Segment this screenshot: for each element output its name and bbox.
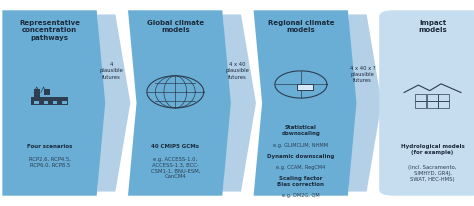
Text: Hydrological models
(for example): Hydrological models (for example) [401,144,465,154]
Bar [44,89,50,95]
Bar [438,102,449,108]
Polygon shape [223,14,256,192]
Text: e.g. GLIMCLIM, NHMM: e.g. GLIMCLIM, NHMM [273,143,328,148]
Bar [44,101,48,104]
Text: 4 x 40 x ?
plausible
futures: 4 x 40 x ? plausible futures [350,66,375,83]
Bar [62,101,67,104]
Text: Impact
models: Impact models [418,20,447,33]
Bar [34,101,39,104]
Bar [53,101,57,104]
Text: 40 CMIP5 GCMs: 40 CMIP5 GCMs [151,144,199,149]
Bar [415,102,426,108]
Polygon shape [97,14,130,192]
Text: e.g. CCAM, RegCM4: e.g. CCAM, RegCM4 [276,165,326,170]
Text: Scaling factor
Bias correction: Scaling factor Bias correction [277,176,324,187]
Text: 4
plausible
futures: 4 plausible futures [100,62,123,80]
Text: Global climate
models: Global climate models [147,20,204,33]
Text: (incl. Sacramento,
SIMHYD, GR4J,
SWAT, HEC-HMS): (incl. Sacramento, SIMHYD, GR4J, SWAT, H… [408,165,457,182]
Bar [427,94,438,101]
Text: Dynamic downscaling: Dynamic downscaling [267,154,335,159]
Polygon shape [2,10,105,196]
Bar [31,97,68,105]
Bar [34,89,40,97]
Text: Statistical
downscaling: Statistical downscaling [282,125,320,136]
Bar [415,94,426,101]
Bar [297,84,313,90]
Text: Representative
concentration
pathways: Representative concentration pathways [19,20,80,41]
Text: e.g. DM2G, QM: e.g. DM2G, QM [282,193,320,198]
FancyBboxPatch shape [379,10,474,196]
Bar [427,102,438,108]
Polygon shape [254,10,356,196]
Polygon shape [348,14,382,192]
Text: e.g. ACCESS-1.0,
ACCESS-1.3, BCC-
CSM1-1, BNU-ESM,
CanCM4: e.g. ACCESS-1.0, ACCESS-1.3, BCC- CSM1-1… [151,157,200,179]
Text: RCP2.6, RCP4.5,
RCP6.0, RCP8.5: RCP2.6, RCP4.5, RCP6.0, RCP8.5 [29,157,71,167]
Bar [438,94,449,101]
Text: Regional climate
models: Regional climate models [268,20,334,33]
Text: Four scenarios: Four scenarios [27,144,73,149]
Polygon shape [128,10,231,196]
Text: 4 x 40
plausible
futures: 4 x 40 plausible futures [225,62,249,80]
